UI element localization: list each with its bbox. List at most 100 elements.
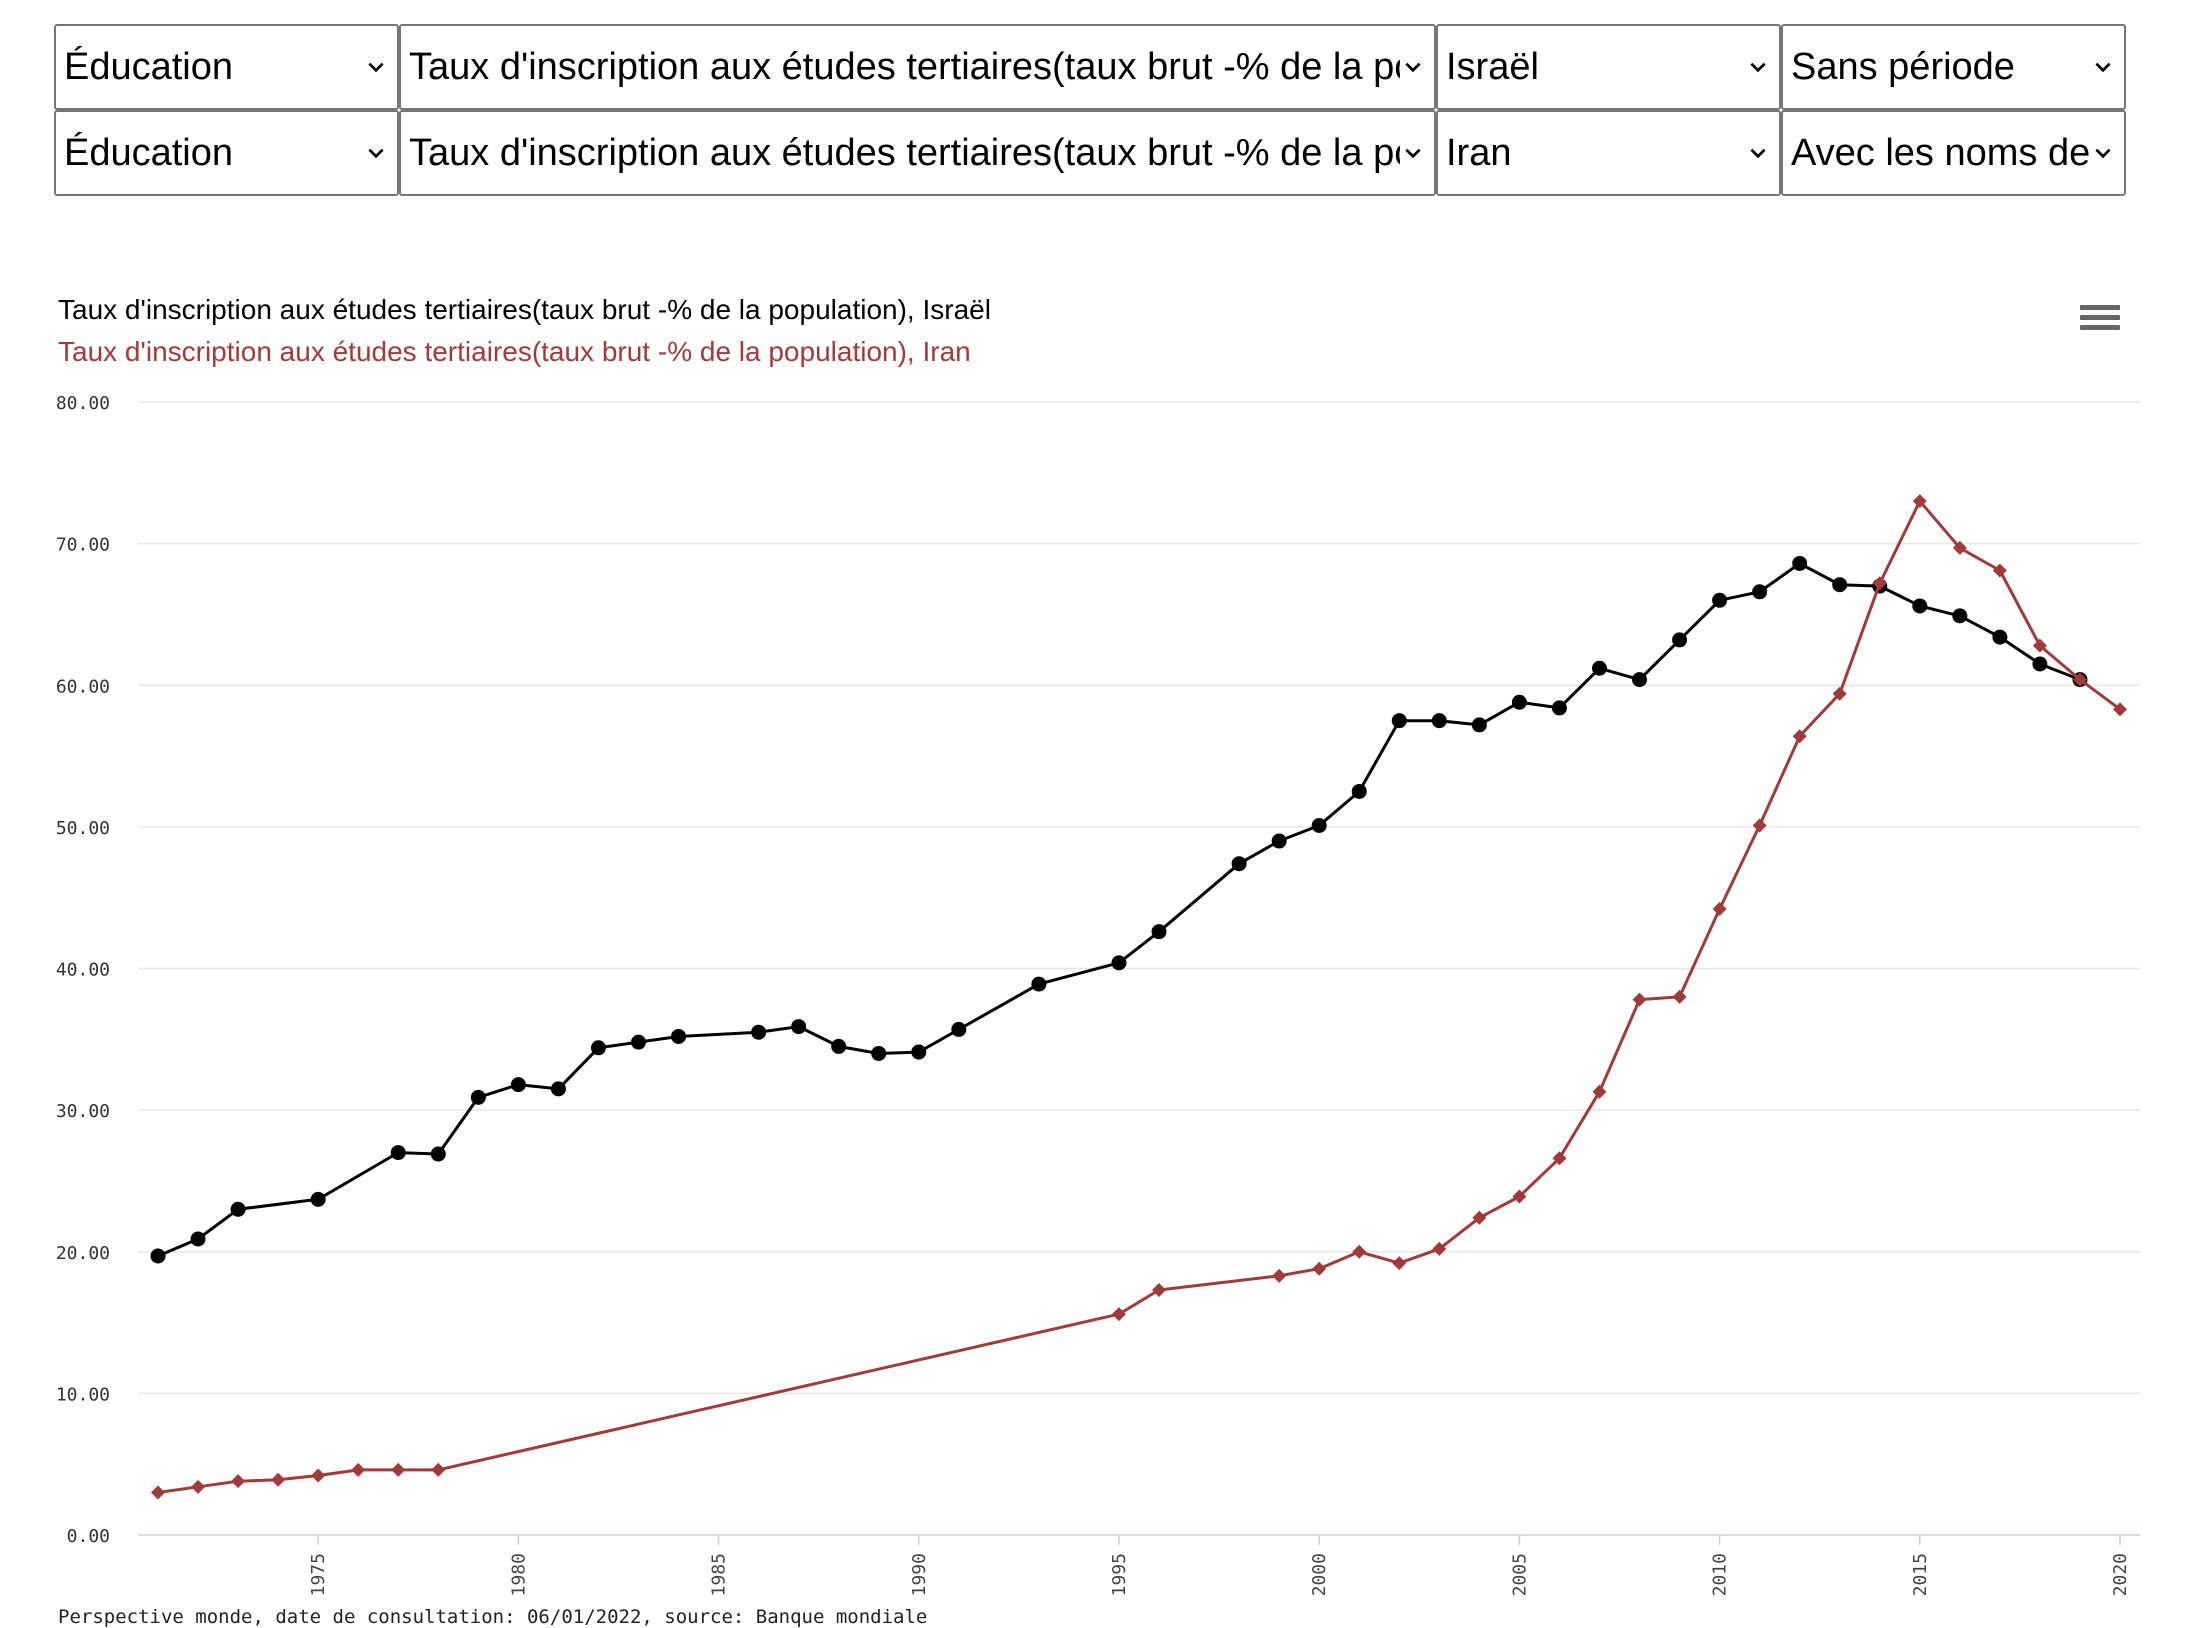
data-point-iran bbox=[1312, 1261, 1327, 1276]
data-point-isral bbox=[1351, 783, 1367, 799]
y-tick-label: 80.00 bbox=[56, 393, 110, 414]
x-tick-label: 2005 bbox=[1509, 1553, 1530, 1595]
data-point-isral bbox=[2032, 656, 2048, 672]
y-tick-label: 60.00 bbox=[56, 676, 110, 697]
chart-title-israel: Taux d'inscription aux études tertiaires… bbox=[58, 294, 991, 325]
data-point-iran bbox=[391, 1462, 406, 1477]
data-point-isral bbox=[1952, 608, 1968, 624]
category-select[interactable]: Éducation bbox=[54, 24, 399, 110]
data-point-iran bbox=[311, 1468, 326, 1483]
data-point-isral bbox=[751, 1024, 767, 1040]
data-point-iran bbox=[1952, 540, 1967, 555]
data-point-isral bbox=[190, 1231, 206, 1247]
x-tick-label: 1985 bbox=[709, 1553, 730, 1595]
data-point-iran bbox=[1832, 686, 1847, 701]
data-point-isral bbox=[1632, 672, 1648, 688]
chevron-down-icon bbox=[2095, 148, 2111, 159]
data-point-isral bbox=[590, 1040, 606, 1056]
indicator-select[interactable]: Taux d'inscription aux études tertiaires… bbox=[399, 24, 1436, 110]
x-tick-label: 2015 bbox=[1910, 1553, 1931, 1595]
y-tick-label: 30.00 bbox=[56, 1101, 110, 1122]
country-select[interactable]: Iran bbox=[1436, 110, 1781, 196]
data-point-iran bbox=[1272, 1268, 1287, 1283]
country-select-value: Israël bbox=[1446, 45, 1539, 88]
data-point-isral bbox=[1391, 713, 1407, 729]
data-point-isral bbox=[791, 1019, 807, 1035]
data-point-iran bbox=[151, 1485, 165, 1500]
data-point-iran bbox=[1592, 1084, 1607, 1099]
y-tick-label: 70.00 bbox=[56, 535, 110, 556]
data-point-isral bbox=[550, 1081, 566, 1097]
category-select-value: Éducation bbox=[64, 131, 234, 174]
chart-footer-source: Perspective monde, date de consultation:… bbox=[58, 1606, 928, 1628]
data-point-isral bbox=[230, 1201, 246, 1217]
data-point-iran bbox=[1472, 1210, 1487, 1225]
category-select-value: Éducation bbox=[64, 45, 234, 88]
data-point-iran bbox=[1152, 1282, 1167, 1297]
data-point-iran bbox=[1111, 1307, 1126, 1322]
data-point-isral bbox=[1712, 592, 1728, 608]
chevron-down-icon bbox=[1405, 62, 1421, 73]
data-point-isral bbox=[310, 1191, 326, 1207]
label-option-select[interactable]: Avec les noms de bbox=[1781, 110, 2126, 196]
data-point-isral bbox=[1111, 955, 1127, 971]
data-point-isral bbox=[1752, 584, 1768, 600]
x-tick-label: 2000 bbox=[1309, 1553, 1330, 1595]
data-point-isral bbox=[951, 1021, 967, 1037]
series-line-isral bbox=[157, 562, 2081, 1258]
data-point-isral bbox=[630, 1034, 646, 1050]
x-tick-label: 1975 bbox=[308, 1553, 329, 1595]
data-point-isral bbox=[911, 1044, 927, 1060]
x-tick-label: 1990 bbox=[909, 1553, 930, 1595]
data-point-iran bbox=[2032, 638, 2047, 653]
data-point-isral bbox=[671, 1028, 687, 1044]
data-point-isral bbox=[1271, 833, 1287, 849]
data-point-isral bbox=[510, 1077, 526, 1093]
chevron-down-icon bbox=[368, 148, 384, 159]
data-point-isral bbox=[1311, 817, 1327, 833]
data-point-iran bbox=[271, 1472, 286, 1487]
series-line-iran bbox=[157, 499, 2121, 1494]
period-select[interactable]: Sans période bbox=[1781, 24, 2126, 110]
data-point-isral bbox=[1832, 577, 1848, 593]
data-point-isral bbox=[1031, 976, 1047, 992]
data-point-iran bbox=[1872, 576, 1887, 591]
indicator-select-value: Taux d'inscription aux études tertiaires… bbox=[409, 131, 1400, 174]
data-point-iran bbox=[191, 1479, 206, 1494]
data-point-isral bbox=[1992, 629, 2008, 645]
hamburger-menu-icon[interactable] bbox=[2080, 305, 2120, 341]
data-point-iran bbox=[431, 1462, 446, 1477]
x-tick-label: 2010 bbox=[1710, 1553, 1731, 1595]
data-point-iran bbox=[1352, 1244, 1367, 1259]
country-select[interactable]: Israël bbox=[1436, 24, 1781, 110]
data-point-iran bbox=[231, 1474, 246, 1489]
data-point-isral bbox=[470, 1089, 486, 1105]
data-point-iran bbox=[1912, 494, 1927, 509]
label-option-select-value: Avec les noms de bbox=[1791, 131, 2090, 174]
data-point-isral bbox=[150, 1248, 166, 1264]
country-select-value: Iran bbox=[1446, 131, 1512, 174]
category-select[interactable]: Éducation bbox=[54, 110, 399, 196]
data-point-iran bbox=[2072, 672, 2087, 687]
data-point-isral bbox=[1151, 924, 1167, 940]
data-point-iran bbox=[1432, 1241, 1447, 1256]
y-tick-label: 40.00 bbox=[56, 960, 110, 981]
data-point-isral bbox=[871, 1045, 887, 1061]
x-tick-label: 1980 bbox=[508, 1553, 529, 1595]
data-point-iran bbox=[1792, 729, 1807, 744]
data-point-iran bbox=[1712, 902, 1727, 917]
chevron-down-icon bbox=[1405, 148, 1421, 159]
data-point-isral bbox=[1591, 660, 1607, 676]
data-point-iran bbox=[1512, 1189, 1527, 1204]
data-point-iran bbox=[1552, 1151, 1567, 1166]
x-tick-label: 2020 bbox=[2110, 1553, 2131, 1595]
indicator-select[interactable]: Taux d'inscription aux études tertiaires… bbox=[399, 110, 1436, 196]
data-point-iran bbox=[2113, 702, 2127, 717]
data-point-isral bbox=[1511, 694, 1527, 710]
y-tick-label: 50.00 bbox=[56, 818, 110, 839]
data-point-isral bbox=[430, 1146, 446, 1162]
indicator-select-value: Taux d'inscription aux études tertiaires… bbox=[409, 45, 1400, 88]
y-tick-label: 0.00 bbox=[67, 1526, 110, 1547]
selector-row-1: Éducation Taux d'inscription aux études … bbox=[54, 24, 2126, 110]
data-point-iran bbox=[1672, 989, 1687, 1004]
